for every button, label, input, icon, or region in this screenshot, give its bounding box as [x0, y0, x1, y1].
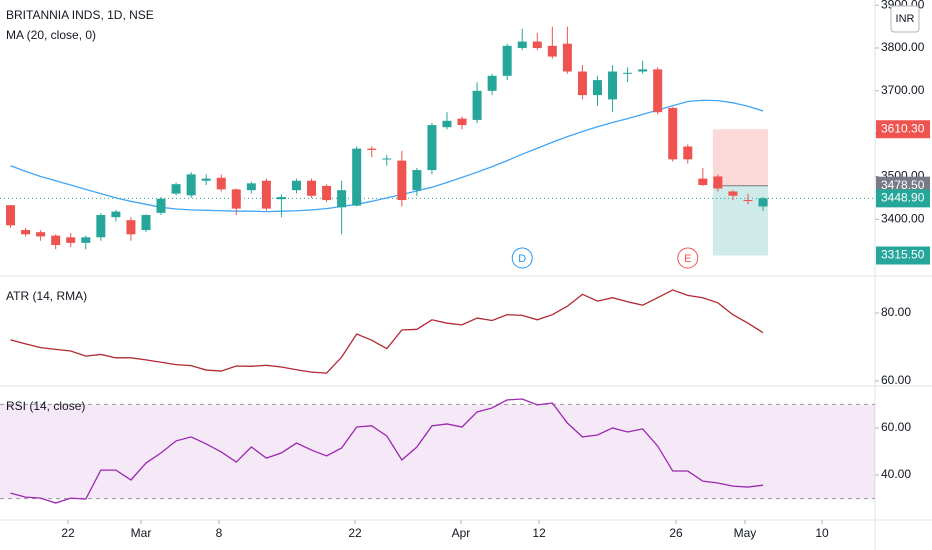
candle-body	[382, 158, 392, 160]
candle-body	[352, 148, 362, 206]
target-tag	[876, 246, 930, 265]
candle-body	[532, 41, 542, 48]
candle-body	[66, 237, 76, 243]
indicator-line	[10, 398, 764, 504]
candle-body	[412, 170, 422, 191]
candle-body	[728, 191, 738, 196]
y-tick-label: 60.00	[881, 373, 911, 387]
pane-title: ATR (14, RMA)	[6, 289, 87, 303]
candle-body	[141, 215, 151, 231]
candle-body	[231, 189, 241, 209]
y-tick-label: 3800.00	[881, 40, 925, 54]
candle-body	[36, 232, 46, 237]
candle-body	[668, 107, 678, 160]
last-price-tag-label: 3448.90	[881, 191, 925, 205]
candle-body	[623, 72, 633, 74]
candle-body	[758, 198, 768, 207]
candle-body	[638, 69, 648, 72]
currency-badge	[890, 5, 920, 33]
moving-average	[10, 99, 764, 213]
y-tick-label: 80.00	[881, 305, 911, 319]
x-tick-label: 8	[216, 526, 223, 540]
candle-body	[442, 120, 452, 128]
x-tick-label: 10	[815, 526, 829, 540]
event-marker	[677, 247, 699, 269]
y-tick-label: 40.00	[881, 467, 911, 481]
candle-body	[246, 183, 256, 191]
x-tick-label: 22	[348, 526, 362, 540]
candle-body	[261, 180, 271, 209]
candle-body	[698, 178, 708, 186]
candle-body	[51, 235, 61, 246]
legend-entry: MA (20, close, 0)	[6, 28, 96, 42]
candle-body	[291, 180, 301, 191]
target-zone	[712, 185, 769, 256]
candle-body	[322, 185, 332, 201]
pane-title: BRITANNIA INDS, 1D, NSE	[6, 8, 154, 22]
x-tick-label: 26	[669, 526, 683, 540]
candle-body	[81, 237, 91, 243]
candle-body	[562, 43, 572, 72]
band	[0, 404, 875, 499]
candle-body	[111, 211, 121, 218]
candle-body	[307, 180, 317, 196]
y-tick-label: 3700.00	[881, 83, 925, 97]
candle-body	[276, 197, 286, 200]
candle-body	[397, 160, 407, 201]
candle-body	[21, 230, 31, 235]
candle-body	[126, 220, 136, 235]
currency-label: INR	[896, 13, 915, 25]
x-tick-label: May	[734, 526, 757, 540]
candle-body	[592, 80, 602, 96]
event-marker	[511, 247, 533, 269]
event-label: D	[518, 253, 526, 265]
candle-body	[517, 41, 527, 48]
indicator-line	[10, 289, 764, 374]
candle-body	[713, 176, 723, 189]
x-tick-label: 22	[61, 526, 75, 540]
candle-body	[472, 90, 482, 120]
stop-tag	[876, 120, 930, 139]
candle-body	[502, 45, 512, 76]
candle-body	[457, 118, 467, 126]
stop-tag-label: 3610.30	[881, 121, 925, 135]
event-label: E	[684, 253, 691, 265]
candle-body	[743, 200, 753, 202]
candle-body	[608, 71, 618, 100]
entry-tag-label: 3478.50	[881, 178, 925, 192]
pane-title: RSI (14, close)	[6, 399, 85, 413]
last-price-tag	[876, 189, 930, 208]
candle-body	[201, 178, 211, 181]
candle-body	[186, 174, 196, 196]
candle-body	[653, 69, 663, 113]
candle-body	[367, 148, 377, 150]
y-tick-label: 3400.00	[881, 211, 925, 225]
candle-body	[683, 146, 693, 160]
x-tick-label: Mar	[131, 526, 152, 540]
candle-body	[171, 184, 181, 194]
x-tick-label: Apr	[452, 526, 471, 540]
candle-body	[577, 71, 587, 96]
y-tick-label: 60.00	[881, 420, 911, 434]
candle-body	[156, 198, 166, 213]
candle-body	[96, 215, 106, 238]
x-tick-label: 12	[532, 526, 546, 540]
candle-body	[487, 75, 497, 91]
stop-zone	[712, 129, 769, 186]
candle-body	[547, 45, 557, 57]
candle-body	[6, 205, 16, 226]
candle-body	[216, 177, 226, 190]
candle-body	[427, 125, 437, 171]
candle-body	[337, 190, 347, 208]
target-tag-label: 3315.50	[881, 248, 925, 262]
